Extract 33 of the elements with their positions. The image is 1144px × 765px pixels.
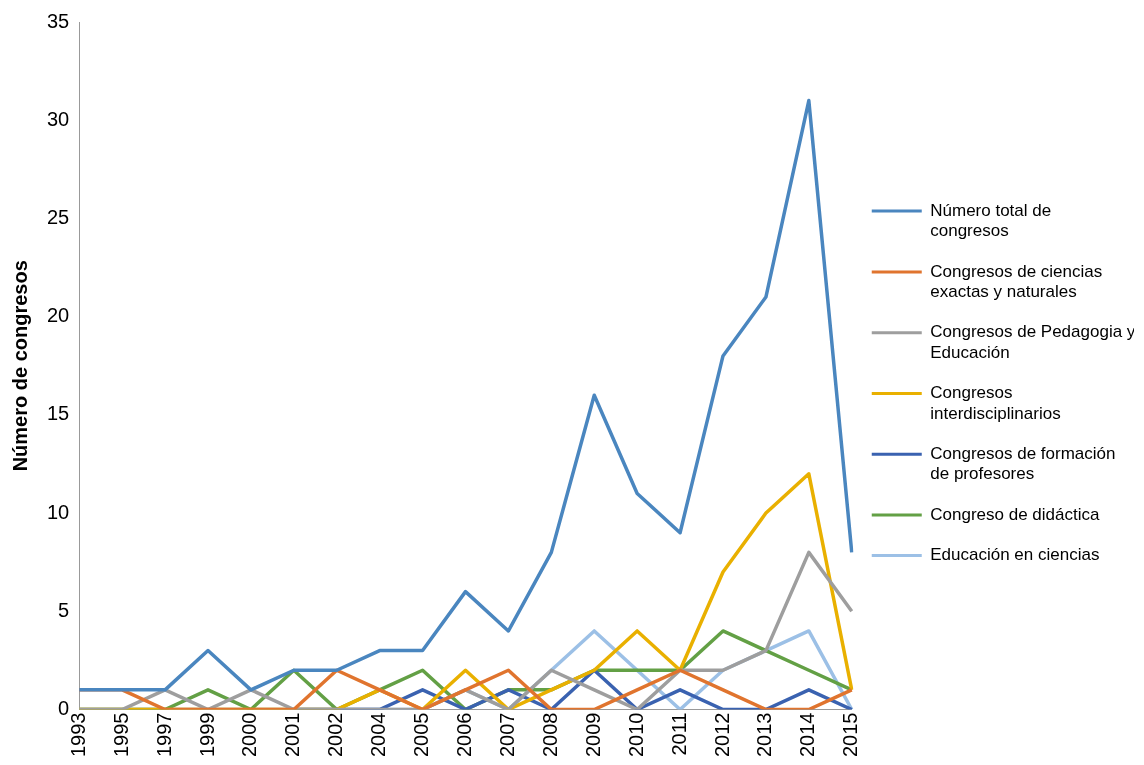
y-tick-label: 10 — [47, 500, 70, 523]
y-tick-label: 20 — [47, 304, 70, 327]
x-tick-label: 2008 — [538, 712, 561, 758]
x-tick-label: 2002 — [324, 712, 347, 758]
y-axis-title: Número de congresos — [8, 260, 31, 472]
legend-label: Número total de congresos — [930, 200, 1052, 241]
x-tick-label: 2005 — [410, 712, 433, 758]
x-tick-label: 2015 — [839, 712, 862, 758]
x-tick-label: 2013 — [753, 712, 776, 758]
x-tick-label: 2012 — [710, 712, 733, 758]
y-tick-label: 30 — [47, 107, 70, 130]
x-tick-label: 2014 — [796, 712, 819, 758]
y-tick-label: 15 — [47, 402, 70, 425]
x-tick-label: 1995 — [109, 712, 132, 758]
x-tick-label: 2006 — [453, 712, 476, 758]
legend-label: Congresos de ciencias exactas y naturales — [930, 261, 1103, 301]
y-tick-label: 0 — [58, 697, 70, 720]
x-tick-label: 2010 — [624, 712, 647, 758]
y-tick-label: 25 — [47, 205, 70, 228]
legend-label: Congreso de didáctica — [930, 504, 1100, 524]
y-tick-label: 35 — [47, 9, 70, 32]
legend-label: Congresos interdisciplinarios — [930, 383, 1061, 423]
x-tick-label: 2009 — [581, 712, 604, 758]
x-tick-label: 2000 — [238, 712, 261, 758]
x-tick-label: 2011 — [667, 712, 690, 756]
legend-label: Congresos de formación de profesores — [930, 443, 1116, 484]
x-tick-label: 2004 — [367, 712, 390, 758]
x-tick-label: 2001 — [281, 712, 304, 758]
x-tick-label: 1999 — [195, 712, 218, 758]
legend-label: Educación en ciencias — [930, 545, 1100, 565]
x-tick-label: 1997 — [152, 712, 175, 758]
x-tick-label: 2007 — [495, 712, 518, 758]
y-tick-label: 5 — [58, 598, 70, 621]
